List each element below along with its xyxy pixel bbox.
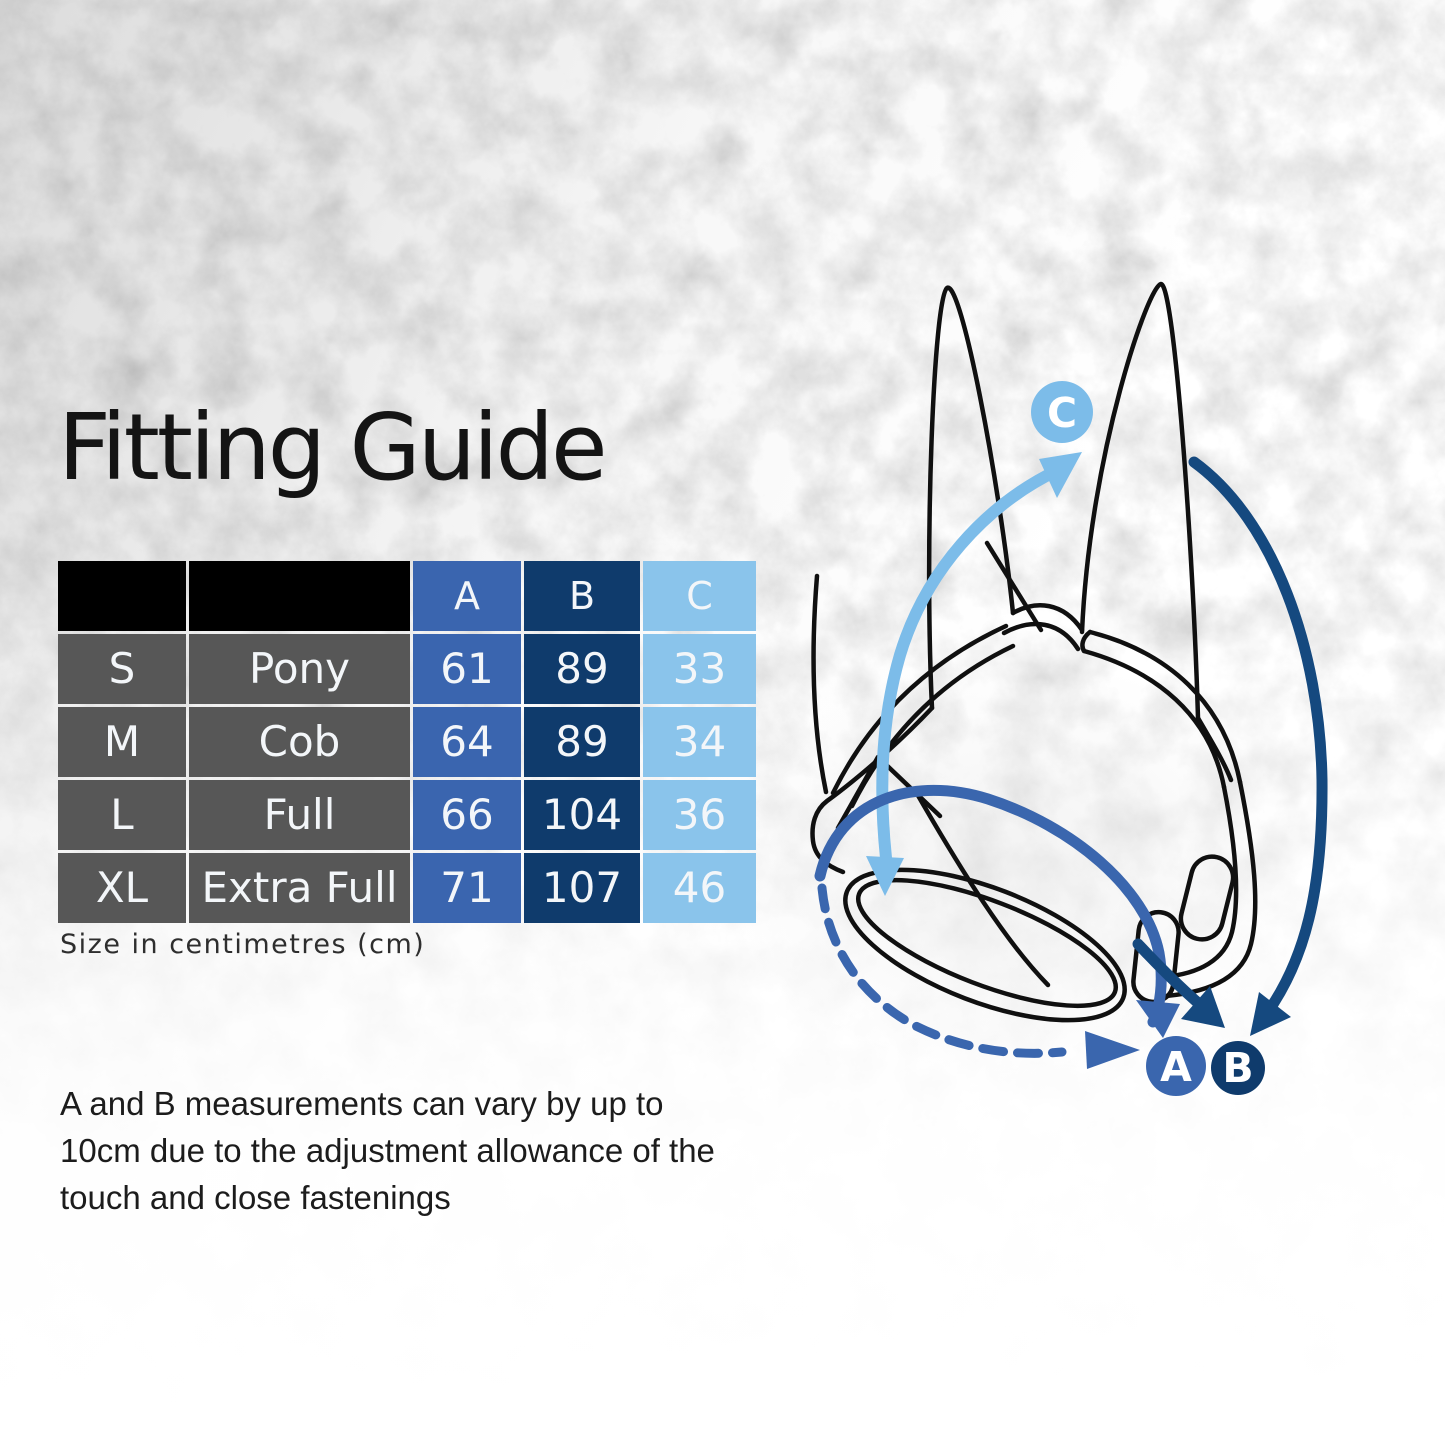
table-header-b: B <box>524 561 640 631</box>
badge-b-circle <box>1211 1041 1265 1095</box>
row-m-c: 34 <box>643 707 756 777</box>
badge-a-circle <box>1146 1036 1206 1096</box>
row-s-size: S <box>58 634 186 704</box>
row-l-c: 36 <box>643 780 756 850</box>
right-brow-endcap <box>1080 629 1093 654</box>
row-l-a: 66 <box>413 780 521 850</box>
page-title: Fitting Guide <box>58 394 608 501</box>
row-m-b: 89 <box>524 707 640 777</box>
b-arrow-curve <box>1188 456 1328 1026</box>
units-note: Size in centimetres (cm) <box>60 929 426 960</box>
right-strap-inner <box>1160 784 1239 980</box>
noseband-inner-rim <box>855 877 1119 1009</box>
footnote: A and B measurements can vary by up to 1… <box>60 1080 715 1221</box>
badge-b-label: B <box>1222 1044 1253 1092</box>
crown-line-lower <box>1001 621 1081 652</box>
right-strap-outer <box>1163 779 1258 999</box>
fly-mask-outline <box>810 281 1258 1023</box>
left-brow-outer <box>830 623 1009 796</box>
noseband-outer-rim <box>843 867 1127 1023</box>
row-l-size: L <box>58 780 186 850</box>
badge-c-circle <box>1031 381 1093 443</box>
row-m-type: Cob <box>189 707 410 777</box>
b-short-arrowhead-icon <box>1181 986 1225 1028</box>
row-s-type: Pony <box>189 634 410 704</box>
right-ear <box>1079 281 1201 721</box>
row-s-a: 61 <box>413 634 521 704</box>
c-arrowhead-bottom-icon <box>866 856 904 896</box>
crown-line-upper <box>1010 603 1085 633</box>
row-xl-c: 46 <box>643 853 756 923</box>
row-m-a: 64 <box>413 707 521 777</box>
measurement-b-arrow: B <box>1132 456 1328 1095</box>
right-brow-outer <box>1087 629 1243 785</box>
right-brow-inner <box>1081 648 1227 790</box>
left-ear <box>926 285 1016 711</box>
table-header-size-cell <box>58 561 186 631</box>
fastening-tab-right <box>1178 854 1236 942</box>
row-s-c: 33 <box>643 634 756 704</box>
footnote-line-2: 10cm due to the adjustment allowance of … <box>60 1132 715 1169</box>
right-ear-base-join <box>1195 715 1234 783</box>
table-header-type-cell <box>189 561 410 631</box>
row-l-b: 104 <box>524 780 640 850</box>
row-l-type: Full <box>189 780 410 850</box>
footnote-line-1: A and B measurements can vary by up to <box>60 1085 664 1122</box>
row-xl-b: 107 <box>524 853 640 923</box>
footnote-line-3: touch and close fastenings <box>60 1179 451 1216</box>
table-header-c: C <box>643 561 756 631</box>
a-dashed-arrowhead-icon <box>1085 1031 1140 1069</box>
eye-dart-upper <box>984 540 1044 633</box>
row-xl-a: 71 <box>413 853 521 923</box>
left-temple-edge <box>811 573 829 795</box>
cheek-seam <box>913 789 1051 988</box>
c-arrowhead-top-icon <box>1039 452 1082 498</box>
a-arrow-dashed-arc <box>817 883 1067 1058</box>
badge-c-label: C <box>1047 389 1077 437</box>
table-header-a: A <box>413 561 521 631</box>
size-table: A B C S Pony 61 89 33 M Cob 64 89 34 L F… <box>58 561 756 923</box>
a-arrowhead-icon <box>1136 1000 1180 1038</box>
measurement-a-arrow: A <box>814 784 1206 1096</box>
row-xl-size: XL <box>58 853 186 923</box>
row-m-size: M <box>58 707 186 777</box>
b-arrowhead-icon <box>1250 992 1291 1036</box>
row-xl-type: Extra Full <box>189 853 410 923</box>
row-s-b: 89 <box>524 634 640 704</box>
badge-a-label: A <box>1160 1043 1192 1091</box>
